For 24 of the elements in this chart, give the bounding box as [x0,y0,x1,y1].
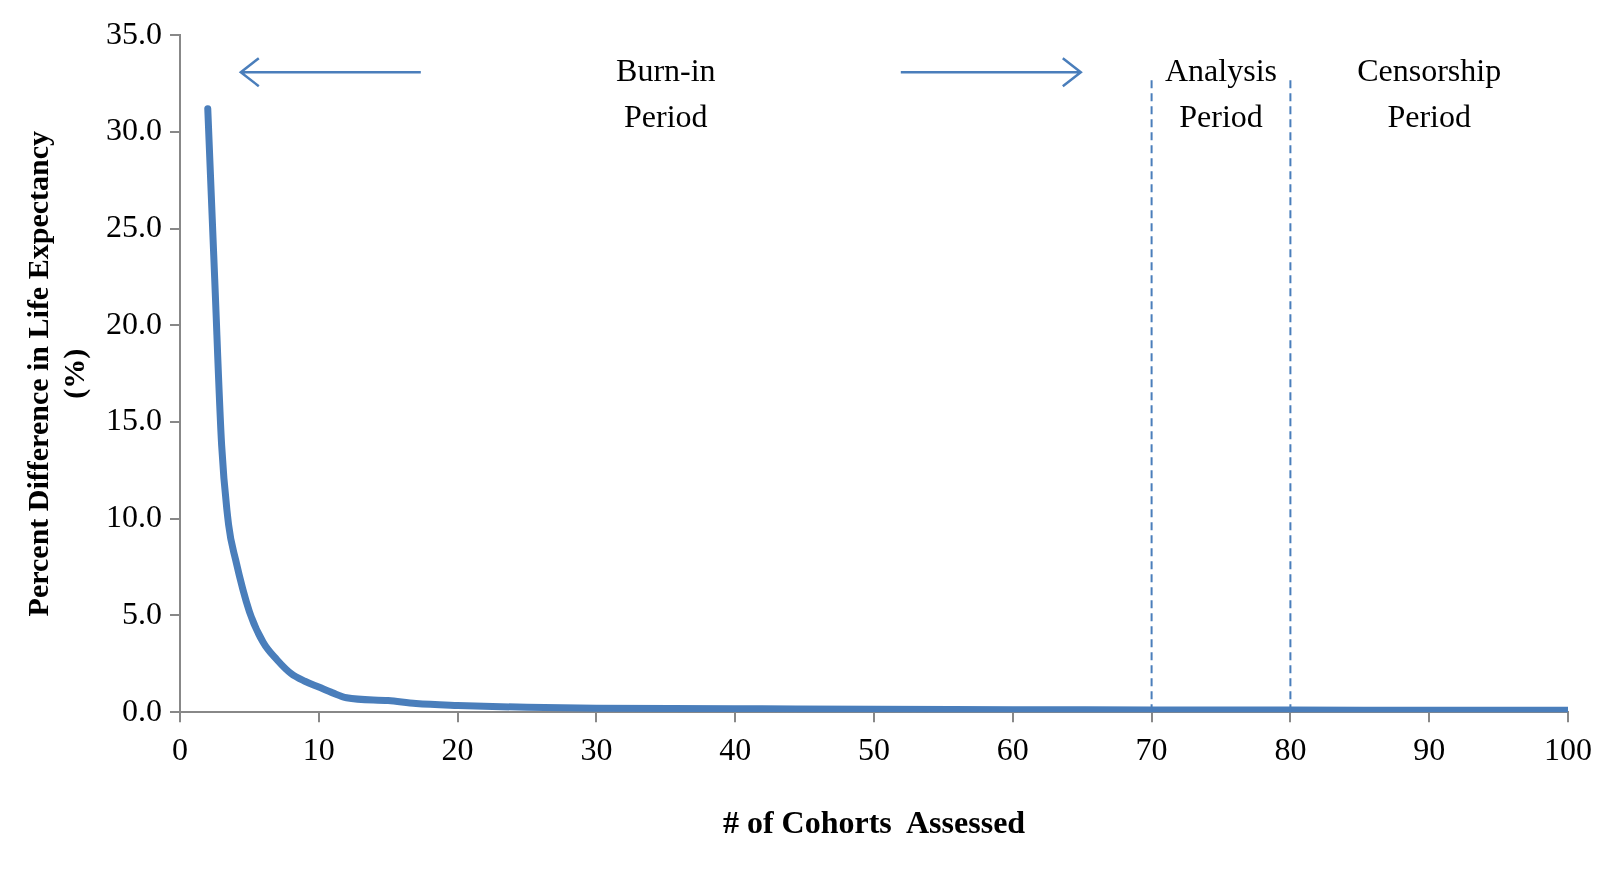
y-axis-title: Percent Difference in Life Expectancy (%) [20,131,91,617]
x-axis-title: # of Cohorts Assessed [722,804,1026,841]
x-tick-label: 100 [1544,730,1592,767]
x-tick-label: 0 [172,730,188,767]
y-tick-label: 35.0 [106,14,162,51]
y-tick-label: 10.0 [106,498,162,535]
x-tick-label: 80 [1274,730,1307,767]
annotation: Analysis Period [1165,51,1277,134]
annotation: Burn-in Period [616,51,716,134]
x-tick-label: 90 [1413,730,1446,767]
x-tick-label: 20 [441,730,474,767]
y-tick-label: 5.0 [122,594,162,631]
y-tick-label: 0.0 [122,691,162,728]
x-tick-label: 60 [996,730,1029,767]
x-tick-label: 10 [302,730,335,767]
y-tick-label: 30.0 [106,111,162,148]
x-tick-label: 70 [1135,730,1168,767]
annotation: Censorship Period [1357,51,1502,134]
y-tick-label: 25.0 [106,208,162,245]
x-tick-label: 40 [719,730,752,767]
y-tick-label: 20.0 [106,304,162,341]
x-tick-label: 50 [858,730,890,767]
x-tick-label: 30 [580,730,613,767]
y-tick-label: 15.0 [106,401,162,438]
